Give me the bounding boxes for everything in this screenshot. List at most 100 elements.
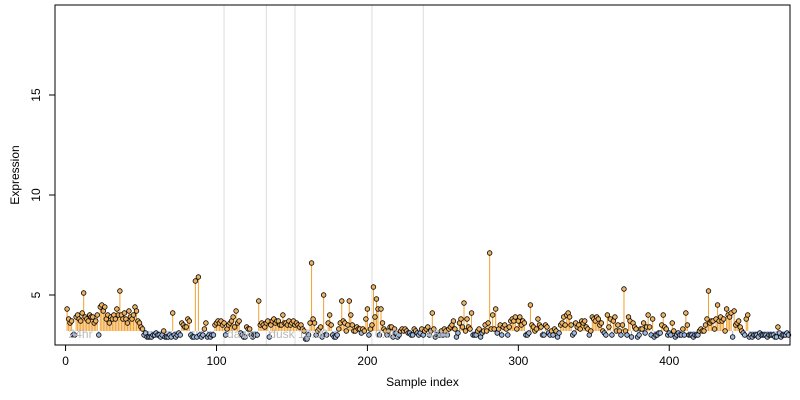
data-point [378, 306, 384, 312]
data-point [681, 332, 688, 338]
data-point [723, 306, 730, 312]
data-point [714, 302, 721, 308]
data-point [538, 324, 544, 330]
data-point [512, 314, 519, 320]
data-point [621, 286, 627, 292]
data-point [775, 324, 781, 330]
data-point [711, 326, 718, 332]
data-point [535, 316, 541, 322]
data-point [544, 324, 550, 330]
data-point [195, 274, 202, 280]
data-point [80, 290, 87, 296]
data-point [468, 310, 475, 316]
data-point [598, 320, 605, 326]
data-point [742, 332, 748, 338]
data-point [71, 332, 78, 338]
data-point [646, 324, 653, 330]
data-point [230, 314, 236, 320]
data-point [476, 326, 482, 332]
data-point [266, 334, 273, 340]
y-axis-label: Expression [8, 145, 22, 204]
data-point [660, 312, 666, 318]
data-point [609, 332, 615, 338]
data-point [361, 328, 368, 334]
data-point [467, 326, 473, 332]
data-point [606, 324, 612, 330]
marker-label: dusk [269, 327, 295, 341]
data-point [684, 322, 691, 328]
data-point [492, 306, 499, 312]
y-tick-label: 5 [29, 291, 43, 298]
data-point [462, 328, 469, 334]
y-tick-label: 15 [29, 88, 43, 102]
data-point [102, 304, 108, 310]
x-tick-label: 400 [659, 354, 679, 368]
data-point [200, 332, 206, 338]
data-point [633, 326, 639, 332]
data-point [369, 322, 375, 328]
data-point [246, 326, 253, 332]
data-point [373, 296, 380, 302]
data-point [701, 328, 707, 334]
x-tick-label: 300 [508, 354, 528, 368]
x-tick-label: 0 [62, 354, 69, 368]
data-point [363, 316, 369, 322]
marker-label: 0:00 [375, 327, 399, 341]
data-point [77, 318, 84, 324]
data-point [326, 312, 333, 318]
data-point [301, 328, 307, 334]
data-point [729, 334, 736, 340]
data-point [376, 332, 383, 338]
data-point [93, 318, 99, 324]
data-point [458, 316, 464, 322]
data-point [582, 318, 588, 324]
data-point [624, 332, 630, 338]
data-point [317, 324, 324, 330]
data-point [96, 332, 102, 338]
data-point [201, 326, 208, 332]
marker-label: dawn [227, 327, 256, 341]
data-point [731, 308, 737, 314]
data-point [126, 308, 132, 314]
data-point [628, 334, 635, 340]
data-point [735, 318, 742, 324]
data-point [334, 332, 340, 338]
data-point [222, 332, 229, 338]
data-point [254, 332, 260, 338]
data-point [320, 292, 327, 298]
data-point [305, 332, 312, 338]
data-point [112, 316, 119, 322]
data-point [619, 322, 626, 328]
data-point [491, 326, 497, 332]
data-point [323, 332, 330, 338]
data-point [527, 302, 534, 308]
data-point [671, 328, 677, 334]
data-point [307, 320, 313, 326]
plot-frame [54, 4, 791, 346]
data-point [366, 332, 372, 338]
data-point [242, 334, 248, 340]
data-point [370, 284, 377, 290]
data-point [203, 320, 209, 326]
data-point [265, 318, 271, 324]
data-point [720, 316, 727, 322]
data-point [94, 312, 100, 318]
data-point [233, 308, 239, 314]
time-marker-labels: 24hr dawn dusk 12:00 0:00 48hr [69, 327, 451, 341]
x-axis-label: Sample index [386, 375, 459, 389]
data-point [595, 316, 602, 322]
y-axis: 5 10 15 [29, 88, 55, 298]
data-point [541, 332, 547, 338]
data-point [348, 312, 354, 318]
marker-label: 12:00 [298, 327, 328, 341]
data-point [485, 320, 491, 326]
data-point [336, 326, 342, 332]
data-point [409, 332, 416, 338]
data-point [192, 278, 199, 284]
data-point [657, 330, 663, 336]
data-point [231, 324, 238, 330]
x-tick-label: 200 [357, 354, 377, 368]
data-point [566, 314, 573, 320]
data-point [106, 320, 113, 326]
